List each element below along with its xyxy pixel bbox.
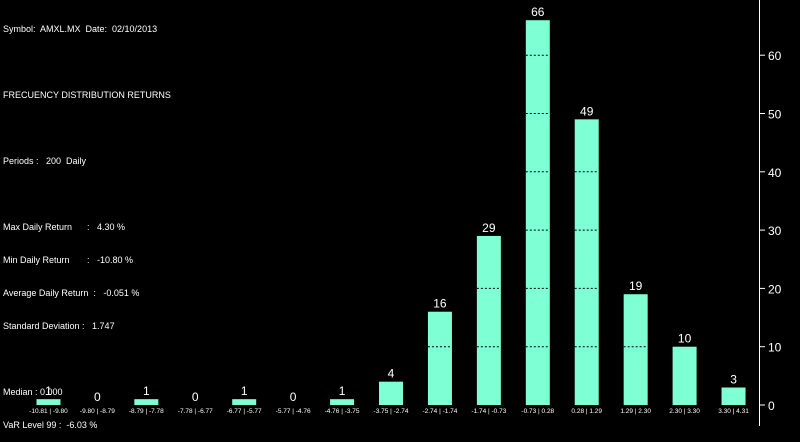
symbol-date-line: Symbol: AMXL.MX Date: 02/10/2013 (3, 24, 158, 34)
avg-return-line: Average Daily Return : -0.051 % (3, 288, 140, 298)
bar-value-label: 1 (241, 384, 248, 398)
histogram-bar (476, 235, 501, 405)
histogram-bar (134, 399, 159, 405)
max-return-line: Max Daily Return : 4.30 % (3, 222, 126, 232)
bar-value-label: 0 (94, 390, 101, 404)
bar-value-label: 4 (388, 367, 395, 381)
y-tick-label: 20 (768, 282, 782, 296)
bar-value-label: 1 (143, 384, 150, 398)
bar-value-label: 29 (482, 221, 496, 235)
y-tick-label: 30 (768, 224, 782, 238)
histogram-bar (721, 387, 746, 405)
bar-value-label: 0 (192, 390, 199, 404)
x-category-label: -0.73 | 0.28 (521, 408, 554, 415)
bar-value-label: 3 (730, 373, 737, 387)
bar-value-label: 1 (339, 384, 346, 398)
x-category-label: -3.75 | -2.74 (374, 408, 409, 415)
var-level-line: VaR Level 99 : -6.03 % (3, 420, 98, 430)
summary-panel: Symbol: AMXL.MX Date: 02/10/2013 FRECUEN… (3, 2, 171, 442)
min-return-line: Min Daily Return : -10.80 % (3, 255, 134, 265)
chart-title: FRECUENCY DISTRIBUTION RETURNS (3, 90, 171, 100)
x-category-label: -7.78 | -6.77 (178, 408, 213, 415)
y-tick-label: 0 (768, 399, 775, 413)
x-category-label: -2.74 | -1.74 (422, 408, 457, 415)
y-tick-label: 10 (768, 341, 782, 355)
histogram-bar (672, 346, 697, 405)
bar-value-label: 49 (580, 104, 594, 118)
histogram-bar (574, 119, 599, 405)
x-category-label: 0.28 | 1.29 (571, 408, 602, 415)
x-category-label: -1.74 | -0.73 (471, 408, 506, 415)
x-category-label: -5.77 | -4.76 (276, 408, 311, 415)
histogram-bar (379, 381, 403, 405)
x-category-label: -10.81 | -9.80 (29, 408, 68, 415)
std-dev-line: Standard Deviation : 1.747 (3, 321, 115, 331)
histogram-bar (525, 20, 550, 405)
x-category-label: -4.76 | -3.75 (325, 408, 360, 415)
bar-value-label: 16 (433, 297, 447, 311)
bar-value-label: 66 (531, 5, 545, 19)
y-tick-label: 50 (768, 108, 782, 122)
histogram-bar (623, 294, 648, 405)
x-category-label: 2.30 | 3.30 (669, 408, 700, 415)
x-category-label: -9.80 | -8.79 (80, 408, 115, 415)
x-category-label: 3.30 | 4.31 (718, 408, 749, 415)
bar-value-label: 0 (290, 390, 297, 404)
histogram-bar (330, 399, 355, 405)
bar-value-label: 19 (629, 279, 643, 293)
x-category-label: -6.77 | -5.77 (227, 408, 262, 415)
histogram-bar (427, 311, 452, 405)
periods-line: Periods : 200 Daily (3, 156, 87, 166)
median-line: Median : 0.000 (3, 387, 63, 397)
x-category-label: 1.29 | 2.30 (620, 408, 651, 415)
y-tick-label: 40 (768, 166, 782, 180)
bar-value-label: 10 (678, 332, 692, 346)
y-tick-label: 60 (768, 49, 782, 63)
x-category-label: -8.79 | -7.78 (129, 408, 164, 415)
bar-value-label: 1 (45, 384, 52, 398)
histogram-bar (232, 399, 257, 405)
histogram-bar (36, 399, 61, 405)
